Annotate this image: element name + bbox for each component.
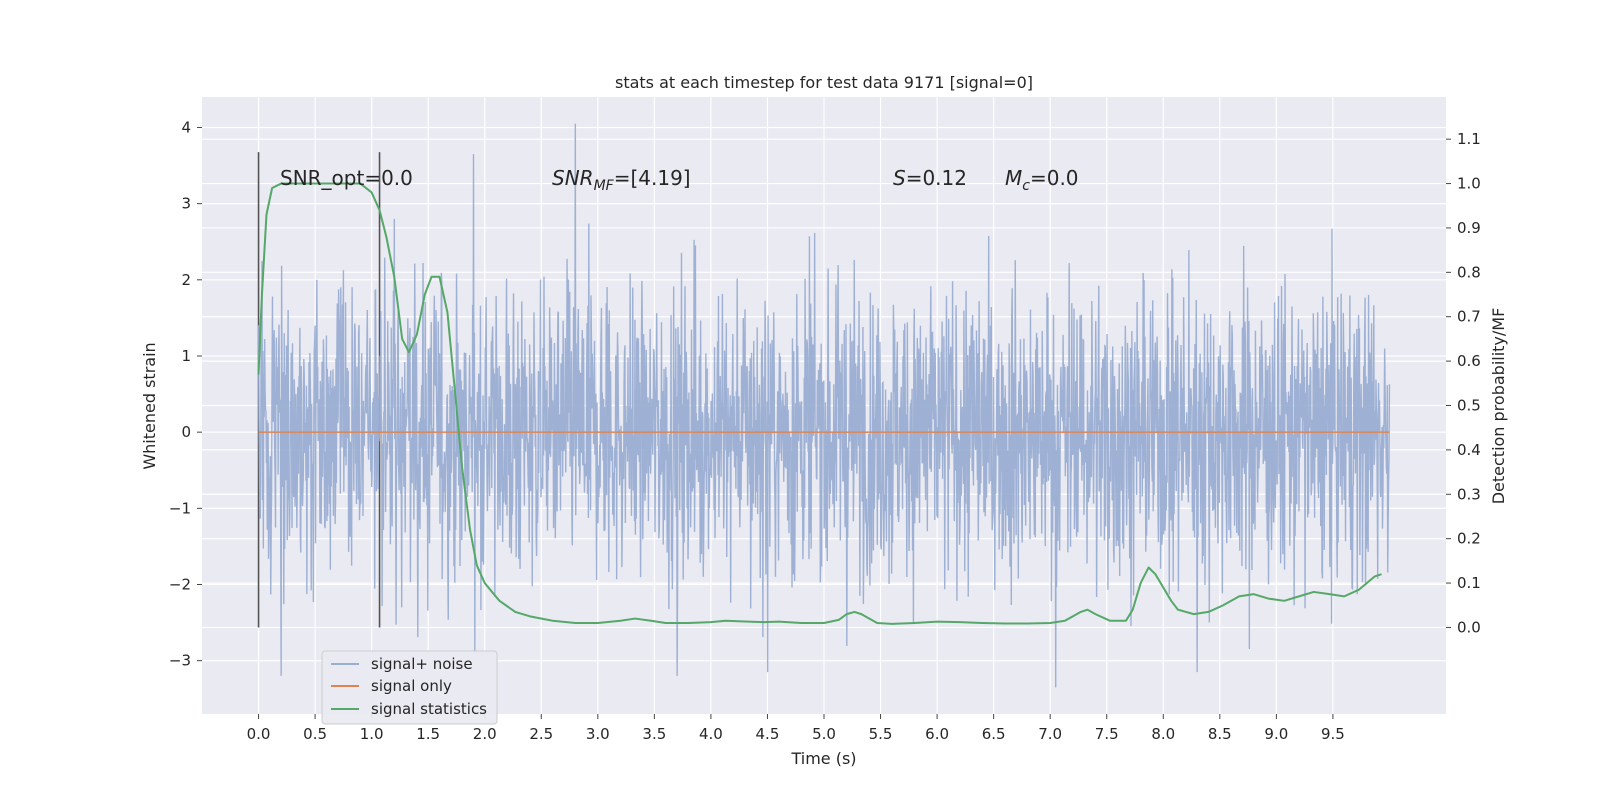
legend: signal+ noise signal only signal statist… bbox=[321, 650, 498, 725]
x-tick-label: 5.0 bbox=[812, 725, 836, 743]
legend-label-signal-statistics: signal statistics bbox=[371, 700, 487, 718]
x-tick-label: 0.0 bbox=[247, 725, 271, 743]
y-tick-label: −2 bbox=[169, 576, 191, 594]
series-signal-statistics bbox=[257, 182, 1382, 625]
legend-label-signal-only: signal only bbox=[371, 677, 452, 695]
y-tick-label: −1 bbox=[169, 499, 191, 517]
annotation-snr-mf: SNRMF=[4.19] bbox=[552, 166, 691, 194]
y2-tick-label: 0.7 bbox=[1457, 308, 1481, 326]
x-tick-label: 3.5 bbox=[642, 725, 666, 743]
y2-tick-label: 0.0 bbox=[1457, 618, 1481, 636]
y-ticks: −3 −2 −1 0 1 2 3 4 bbox=[169, 118, 202, 670]
x-tick-label: 8.5 bbox=[1208, 725, 1232, 743]
y2-tick-label: 0.5 bbox=[1457, 397, 1481, 415]
y2-tick-label: 0.9 bbox=[1457, 219, 1481, 237]
y2-axis-label: Detection probability/MF bbox=[1489, 308, 1508, 505]
y2-tick-label: 0.3 bbox=[1457, 485, 1481, 503]
x-tick-label: 5.5 bbox=[869, 725, 893, 743]
x-tick-label: 1.0 bbox=[360, 725, 384, 743]
x-tick-label: 9.0 bbox=[1264, 725, 1288, 743]
x-axis-label: Time (s) bbox=[790, 749, 856, 768]
y-tick-label: 3 bbox=[181, 195, 191, 213]
y-tick-label: 4 bbox=[181, 118, 191, 136]
x-ticks: 0.0 0.5 1.0 1.5 2.0 2.5 3.0 3.5 4.0 4.5 5.0 5.5 6.0 6… bbox=[247, 714, 1345, 743]
noise-trace bbox=[257, 123, 1391, 688]
legend-box bbox=[321, 650, 498, 725]
x-tick-label: 7.0 bbox=[1038, 725, 1062, 743]
series-signal-plus-noise bbox=[257, 123, 1391, 688]
y2-tick-label: 0.6 bbox=[1457, 352, 1481, 370]
signal-statistics-line bbox=[257, 182, 1382, 625]
x-tick-label: 6.5 bbox=[982, 725, 1006, 743]
y-tick-label: 0 bbox=[181, 423, 191, 441]
annotation-mc: Mc=0.0 bbox=[1005, 166, 1079, 194]
x-tick-label: 0.5 bbox=[303, 725, 327, 743]
x-tick-label: 4.5 bbox=[756, 725, 780, 743]
annotation-s: S=0.12 bbox=[893, 166, 967, 190]
chart-title: stats at each timestep for test data 917… bbox=[615, 73, 1033, 92]
y2-tick-label: 0.1 bbox=[1457, 574, 1481, 592]
x-tick-label: 2.0 bbox=[473, 725, 497, 743]
y2-tick-label: 1.1 bbox=[1457, 130, 1481, 148]
y-tick-label: 1 bbox=[181, 347, 191, 365]
x-tick-label: 3.0 bbox=[586, 725, 610, 743]
y-tick-label: −3 bbox=[169, 652, 191, 670]
legend-label-signal-plus-noise: signal+ noise bbox=[371, 655, 473, 673]
x-tick-label: 4.0 bbox=[699, 725, 723, 743]
annotation-snr-opt: SNR_opt=0.0 bbox=[280, 166, 413, 190]
x-tick-label: 9.5 bbox=[1321, 725, 1345, 743]
x-tick-label: 8.0 bbox=[1151, 725, 1175, 743]
x-tick-label: 2.5 bbox=[529, 725, 553, 743]
y-axis-label: Whitened strain bbox=[140, 342, 159, 469]
y2-tick-label: 1.0 bbox=[1457, 175, 1481, 193]
y2-tick-label: 0.8 bbox=[1457, 263, 1481, 281]
x-tick-label: 6.0 bbox=[925, 725, 949, 743]
y2-tick-label: 0.2 bbox=[1457, 530, 1481, 548]
x-tick-label: 7.5 bbox=[1095, 725, 1119, 743]
x-tick-label: 1.5 bbox=[416, 725, 440, 743]
y2-ticks: 0.0 0.1 0.2 0.3 0.4 0.5 0.6 0.7 0.8 0.9 1.0 1.1 bbox=[1446, 130, 1481, 636]
y-tick-label: 2 bbox=[181, 271, 191, 289]
y2-tick-label: 0.4 bbox=[1457, 441, 1481, 459]
